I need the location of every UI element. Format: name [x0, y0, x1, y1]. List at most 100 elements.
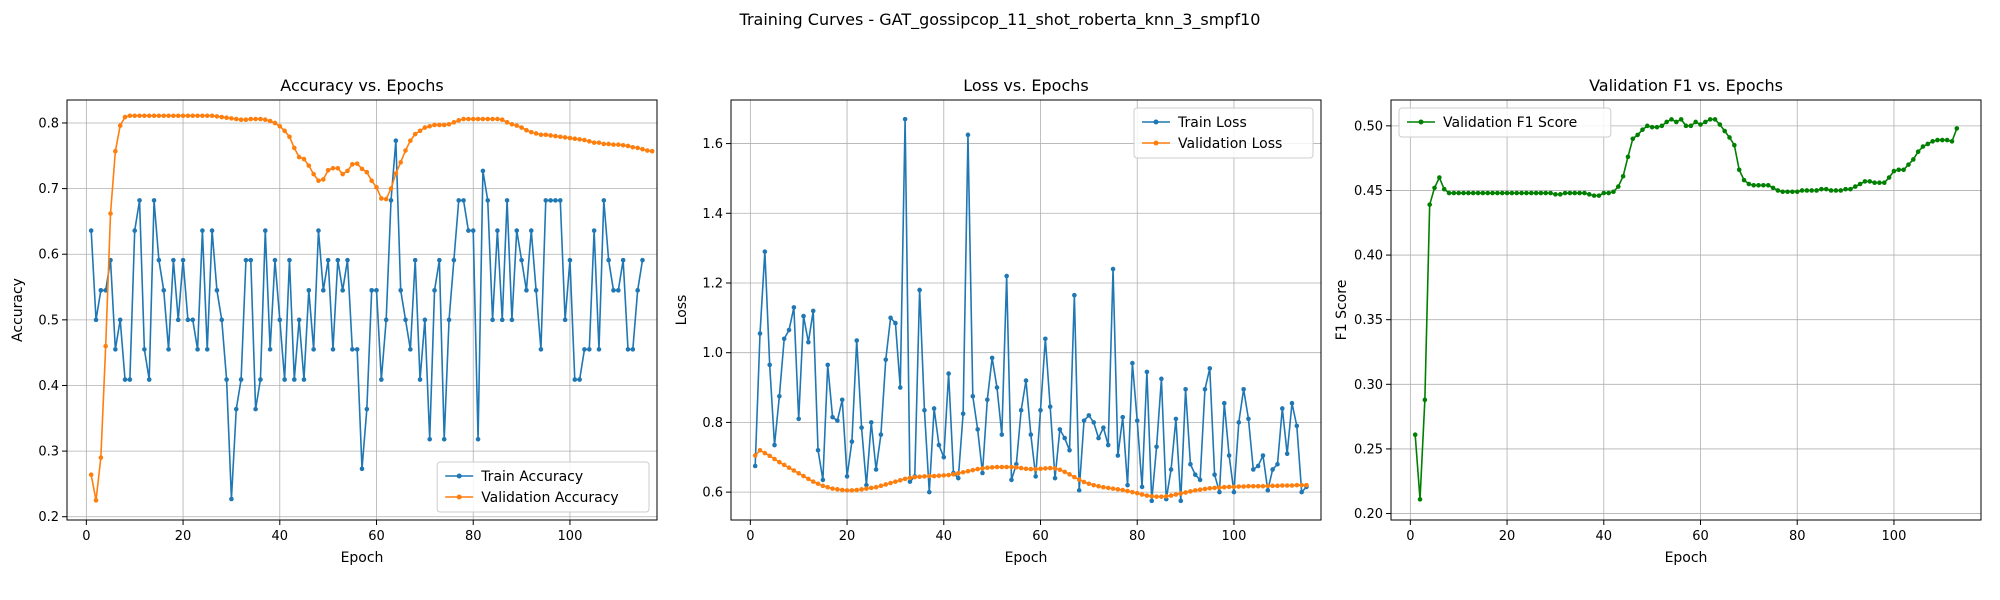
- data-point: [620, 142, 626, 148]
- data-point: [229, 116, 234, 121]
- y-tick-label: 0.7: [38, 182, 59, 197]
- data-point: [839, 487, 845, 493]
- data-point: [1299, 482, 1304, 488]
- data-point: [1615, 184, 1621, 189]
- y-tick-label: 1.2: [702, 276, 723, 291]
- data-point: [1935, 137, 1940, 143]
- data-point: [586, 139, 592, 144]
- data-point: [786, 327, 792, 333]
- y-axis-label: Accuracy: [10, 278, 26, 342]
- data-point: [1838, 188, 1844, 193]
- data-point: [316, 178, 321, 184]
- data-point: [1828, 188, 1834, 193]
- data-point: [1611, 189, 1616, 195]
- data-point: [103, 343, 108, 349]
- data-point: [456, 198, 462, 203]
- data-point: [1241, 386, 1246, 392]
- legend: Train Loss Validation Loss: [1133, 107, 1314, 159]
- data-point: [325, 167, 331, 173]
- data-point: [931, 406, 937, 411]
- data-point: [398, 288, 403, 293]
- data-point: [1881, 180, 1887, 186]
- data-point: [1038, 407, 1043, 413]
- x-tick-label: 100: [1222, 529, 1247, 544]
- data-point: [830, 486, 835, 491]
- data-point: [1207, 366, 1213, 371]
- data-point: [1485, 190, 1491, 196]
- data-point: [1635, 132, 1640, 138]
- data-point: [810, 479, 816, 484]
- data-point: [1910, 157, 1916, 162]
- data-point: [180, 257, 186, 263]
- data-point: [1504, 190, 1510, 196]
- data-point: [854, 487, 860, 493]
- data-point: [859, 425, 864, 430]
- data-point: [1284, 483, 1290, 488]
- data-point: [1028, 432, 1034, 437]
- data-point: [1144, 493, 1150, 498]
- y-tick-label: 0.5: [38, 313, 59, 328]
- data-point: [1110, 266, 1116, 272]
- data-point: [1867, 179, 1873, 184]
- data-point: [1640, 127, 1645, 133]
- data-point: [248, 257, 254, 263]
- data-point: [200, 228, 205, 233]
- data-point: [127, 113, 133, 119]
- x-tick-label: 60: [1032, 529, 1049, 544]
- data-point: [820, 483, 826, 489]
- data-point: [1057, 467, 1063, 473]
- legend-swatch-marker: [456, 494, 462, 500]
- data-point: [533, 131, 539, 136]
- y-tick-label: 1.4: [702, 207, 723, 222]
- data-point: [844, 474, 850, 479]
- data-point: [369, 178, 374, 184]
- data-point: [1081, 479, 1087, 485]
- data-point: [1915, 149, 1921, 154]
- data-point: [490, 317, 495, 323]
- data-point: [1009, 464, 1014, 470]
- data-point: [825, 362, 831, 368]
- data-point: [1751, 182, 1757, 188]
- data-point: [810, 308, 816, 314]
- data-point: [1168, 467, 1174, 472]
- data-point: [1178, 498, 1184, 504]
- data-point: [219, 114, 225, 120]
- data-point: [321, 288, 326, 293]
- data-point: [528, 228, 534, 233]
- data-point: [219, 317, 225, 323]
- data-point: [1149, 498, 1155, 504]
- data-point: [287, 257, 292, 263]
- data-point: [1289, 400, 1295, 406]
- data-point: [456, 118, 462, 123]
- x-tick-label: 0: [1406, 529, 1414, 544]
- data-point: [1790, 189, 1795, 195]
- x-tick-label: 60: [1692, 529, 1709, 544]
- data-point: [195, 113, 200, 119]
- data-point: [398, 160, 403, 165]
- data-point: [1178, 491, 1184, 496]
- data-point: [1246, 416, 1251, 422]
- data-point: [408, 138, 413, 143]
- data-point: [1886, 175, 1892, 180]
- data-point: [888, 315, 893, 321]
- data-point: [926, 489, 932, 495]
- data-point: [1548, 190, 1553, 196]
- data-point: [999, 464, 1005, 470]
- data-point: [1432, 185, 1437, 191]
- data-point: [1183, 386, 1188, 392]
- data-point: [412, 131, 418, 137]
- x-axis-label: Epoch: [341, 550, 384, 566]
- x-tick-label: 80: [465, 529, 482, 544]
- data-point: [171, 257, 176, 263]
- data-point: [577, 377, 582, 382]
- data-point: [204, 347, 210, 352]
- axes-frame: [66, 99, 658, 521]
- data-point: [1852, 184, 1858, 189]
- data-point: [1076, 488, 1082, 493]
- data-point: [873, 467, 879, 472]
- data-point: [1495, 190, 1500, 196]
- data-point: [781, 336, 787, 342]
- data-point: [970, 393, 976, 399]
- data-point: [432, 288, 437, 293]
- data-point: [1125, 488, 1130, 494]
